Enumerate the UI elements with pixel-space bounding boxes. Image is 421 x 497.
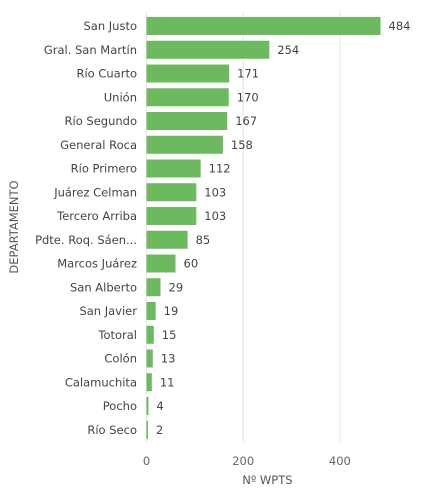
x-axis-title: Nº WPTS [242,473,292,487]
category-label: San Justo [83,19,137,33]
category-label: San Alberto [70,280,137,294]
y-axis-title: DEPARTAMENTO [7,180,21,273]
value-label: 103 [204,185,226,199]
value-label: 254 [277,43,299,57]
bar [146,278,161,297]
value-label: 19 [164,304,179,318]
bar [146,88,229,107]
category-label: Río Cuarto [76,67,137,81]
value-labels: 4842541711701671581121031038560291915131… [156,19,410,437]
bar [146,64,230,83]
value-label: 13 [161,352,176,366]
bar [146,373,152,392]
bar [146,183,197,202]
category-label: Pocho [103,399,137,413]
category-label: Totoral [97,328,137,342]
bars [146,17,381,439]
category-label: Marcos Juárez [57,257,137,271]
gridlines [146,12,341,442]
category-label: General Roca [60,138,137,152]
bar [146,230,188,249]
value-label: 15 [162,328,177,342]
value-label: 167 [235,114,257,128]
x-axis-ticks: 0 200 400 [143,454,351,468]
bar [146,397,149,415]
category-label: Juárez Celman [53,185,137,199]
value-label: 170 [237,90,259,104]
x-tick-label: 400 [329,454,351,468]
bar [146,40,270,59]
category-label: Tercero Arriba [56,209,137,223]
bar [146,17,381,35]
bar [146,112,228,130]
value-label: 484 [389,19,411,33]
value-label: 29 [169,280,184,294]
value-label: 60 [184,257,199,271]
category-label: Río Seco [87,423,137,437]
bar [146,159,201,178]
value-label: 85 [196,233,211,247]
category-label: Río Segundo [65,114,137,128]
category-labels: San Justo Gral. San Martín Río Cuarto Unión… [35,19,137,437]
value-label: 2 [156,423,163,437]
category-label: Gral. San Martín [44,43,137,57]
bar [146,325,154,344]
category-label: San Javier [79,304,137,318]
category-label: Pdte. Roq. Sáen... [35,233,137,247]
value-label: 4 [156,399,163,413]
bar [146,349,153,368]
category-label: Colón [104,352,137,366]
value-label: 11 [160,375,175,389]
bar [146,254,176,273]
value-label: 158 [231,138,253,152]
value-label: 112 [209,162,231,176]
value-label: 171 [237,67,259,81]
x-tick-label: 0 [143,454,150,468]
category-label: Río Primero [71,162,137,176]
bar [146,135,223,154]
x-tick-label: 200 [232,454,254,468]
bar [146,207,197,225]
bar [146,420,148,439]
value-label: 103 [204,209,226,223]
category-label: Unión [104,90,137,104]
category-label: Calamuchita [65,375,137,389]
bar [146,302,156,320]
